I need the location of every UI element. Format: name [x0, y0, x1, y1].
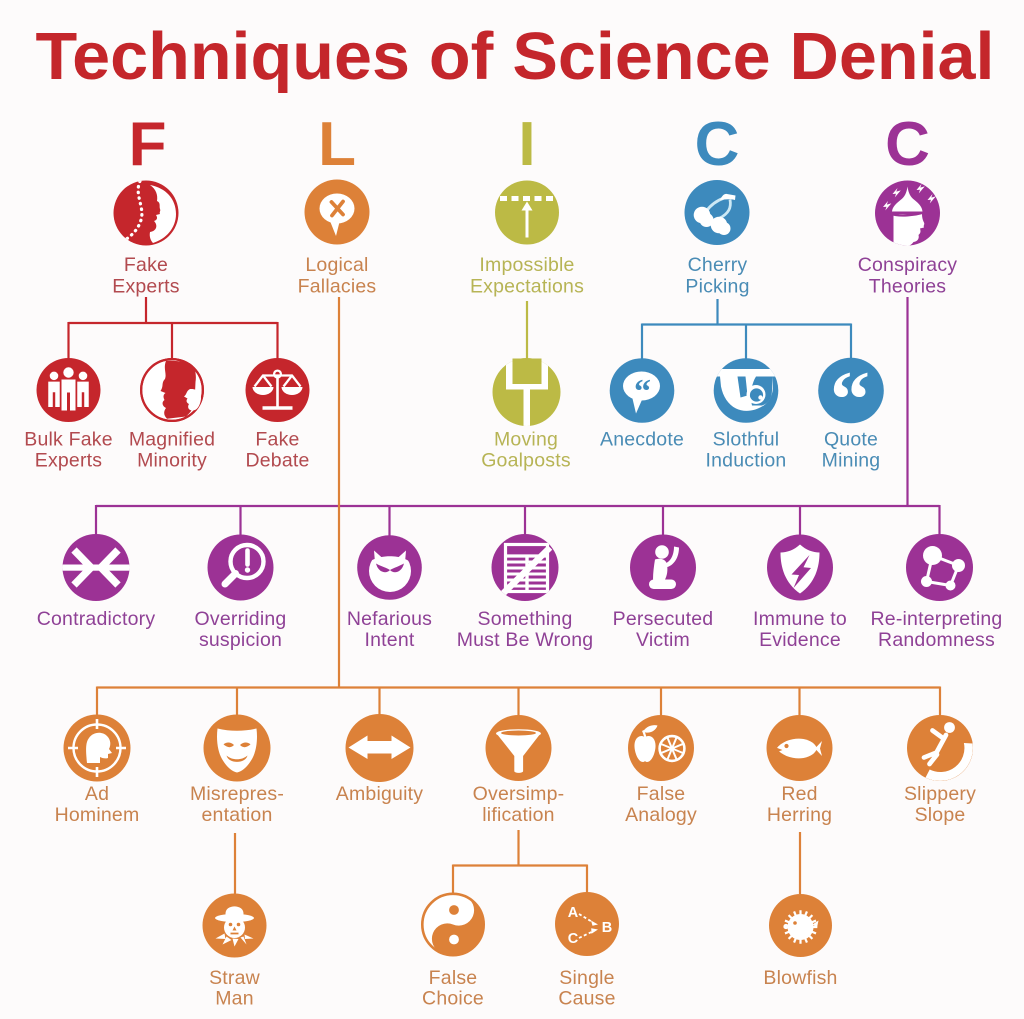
svg-text:Slothful: Slothful	[713, 429, 780, 451]
svg-text:C: C	[568, 931, 579, 947]
svg-text:Must Be Wrong: Must Be Wrong	[457, 629, 594, 651]
svg-text:Expectations: Expectations	[470, 276, 584, 298]
svg-text:Immune to: Immune to	[753, 608, 847, 630]
svg-text:Choice: Choice	[422, 988, 484, 1010]
svg-text:Oversimp-: Oversimp-	[473, 783, 565, 805]
svg-text:Contradictory: Contradictory	[37, 608, 156, 630]
svg-text:Moving: Moving	[494, 429, 558, 451]
svg-text:Fake: Fake	[124, 254, 168, 276]
svg-text:Anecdote: Anecdote	[600, 429, 684, 451]
svg-text:Theories: Theories	[869, 276, 947, 298]
svg-text:“: “	[830, 357, 870, 445]
svg-text:Overriding: Overriding	[195, 608, 287, 630]
svg-text:Something: Something	[477, 608, 572, 630]
svg-text:Straw: Straw	[209, 967, 261, 989]
svg-text:Experts: Experts	[35, 450, 103, 472]
svg-text:Goalposts: Goalposts	[481, 450, 571, 472]
svg-text:Single: Single	[559, 967, 614, 989]
svg-text:Cherry: Cherry	[688, 254, 748, 276]
svg-text:Hominem: Hominem	[55, 804, 140, 826]
svg-text:Minority: Minority	[137, 450, 207, 472]
svg-text:lification: lification	[482, 804, 554, 826]
svg-text:Picking: Picking	[685, 276, 749, 298]
svg-text:Techniques of Science Denial: Techniques of Science Denial	[36, 19, 995, 94]
svg-text:Victim: Victim	[636, 629, 690, 651]
svg-text:suspicion: suspicion	[199, 629, 282, 651]
svg-text:“: “	[634, 374, 651, 411]
svg-text:Re-interpreting: Re-interpreting	[871, 608, 1003, 630]
svg-text:Nefarious: Nefarious	[347, 608, 432, 630]
svg-text:Ambiguity: Ambiguity	[336, 783, 423, 805]
svg-text:Intent: Intent	[365, 629, 415, 651]
svg-text:Induction: Induction	[706, 450, 787, 472]
svg-text:Evidence: Evidence	[759, 629, 841, 651]
svg-text:Man: Man	[215, 988, 254, 1010]
svg-text:Conspiracy: Conspiracy	[858, 254, 958, 276]
svg-text:Persecuted: Persecuted	[613, 608, 714, 630]
svg-text:Fake: Fake	[255, 429, 299, 451]
svg-text:Fallacies: Fallacies	[298, 276, 377, 298]
svg-text:Ad: Ad	[85, 783, 109, 805]
svg-text:Randomness: Randomness	[878, 629, 995, 651]
svg-text:False: False	[637, 783, 686, 805]
svg-text:L: L	[318, 110, 356, 179]
svg-text:entation: entation	[202, 804, 273, 826]
svg-text:Blowfish: Blowfish	[763, 967, 837, 989]
svg-text:B: B	[602, 920, 612, 936]
svg-text:F: F	[129, 110, 167, 179]
svg-text:Logical: Logical	[305, 254, 368, 276]
svg-text:Bulk Fake: Bulk Fake	[24, 429, 113, 451]
svg-text:False: False	[429, 967, 478, 989]
svg-text:Magnified: Magnified	[129, 429, 215, 451]
svg-text:C: C	[695, 110, 740, 179]
svg-text:Red: Red	[781, 783, 817, 805]
svg-text:Herring: Herring	[767, 804, 832, 826]
svg-text:Quote: Quote	[824, 429, 878, 451]
svg-text:Misrepres-: Misrepres-	[190, 783, 284, 805]
svg-text:Slope: Slope	[915, 804, 966, 826]
svg-text:Analogy: Analogy	[625, 804, 697, 826]
svg-text:Cause: Cause	[558, 988, 615, 1010]
svg-text:I: I	[518, 110, 535, 179]
svg-text:Debate: Debate	[245, 450, 309, 472]
svg-text:Impossible: Impossible	[479, 254, 574, 276]
svg-text:A: A	[568, 905, 579, 921]
svg-text:C: C	[885, 110, 930, 179]
svg-text:Experts: Experts	[112, 276, 180, 298]
svg-text:Mining: Mining	[822, 450, 881, 472]
svg-text:Slippery: Slippery	[904, 783, 976, 805]
